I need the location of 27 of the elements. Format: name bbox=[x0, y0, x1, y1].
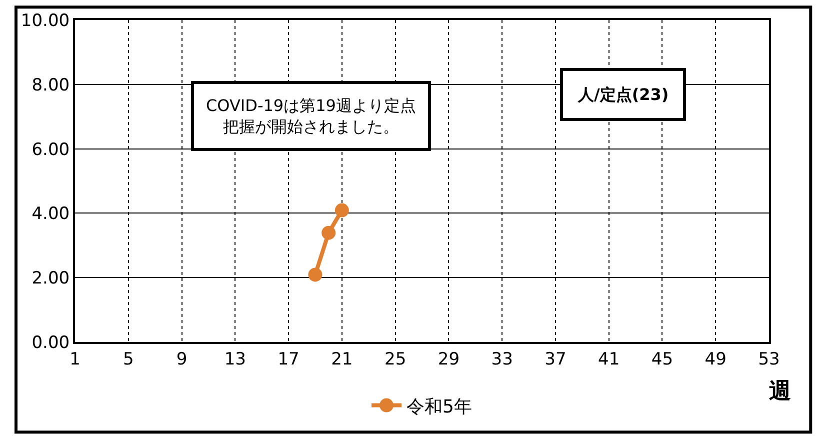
x-tick-label: 41 bbox=[598, 349, 620, 370]
annotation: 人/定点(23) bbox=[577, 85, 669, 104]
annotation: COVID-19は第19週より定点把握が開始されました。 bbox=[206, 96, 416, 136]
x-tick-label: 29 bbox=[438, 349, 460, 370]
x-tick-label: 1 bbox=[70, 349, 80, 370]
x-tick-label: 17 bbox=[278, 349, 300, 370]
x-tick-label: 49 bbox=[704, 349, 726, 370]
y-tick-label: 10.00 bbox=[20, 10, 70, 31]
point bbox=[322, 226, 336, 240]
legend-label: 令和5年 bbox=[406, 396, 472, 418]
x-tick-label: 37 bbox=[544, 349, 566, 370]
x-tick-label: 5 bbox=[122, 349, 134, 370]
x-tick-label: 33 bbox=[491, 349, 513, 370]
y-tick-label: 2.00 bbox=[32, 268, 70, 289]
x-tick-label: 53 bbox=[758, 349, 780, 370]
x-tick-label: 21 bbox=[331, 349, 353, 370]
x-tick-label: 9 bbox=[176, 349, 188, 370]
y-tick-label: 6.00 bbox=[32, 140, 70, 160]
x-tick-label: 45 bbox=[651, 349, 674, 370]
y-tick-label: 8.00 bbox=[32, 75, 70, 96]
x-tick-label: 25 bbox=[384, 349, 406, 370]
x-axis-title: 週 bbox=[769, 379, 791, 404]
y-tick-label: 0.00 bbox=[32, 332, 70, 353]
y-tick-label: 4.00 bbox=[32, 204, 70, 224]
point bbox=[334, 203, 349, 218]
x-tick-label: 13 bbox=[224, 349, 246, 370]
point bbox=[308, 268, 322, 282]
